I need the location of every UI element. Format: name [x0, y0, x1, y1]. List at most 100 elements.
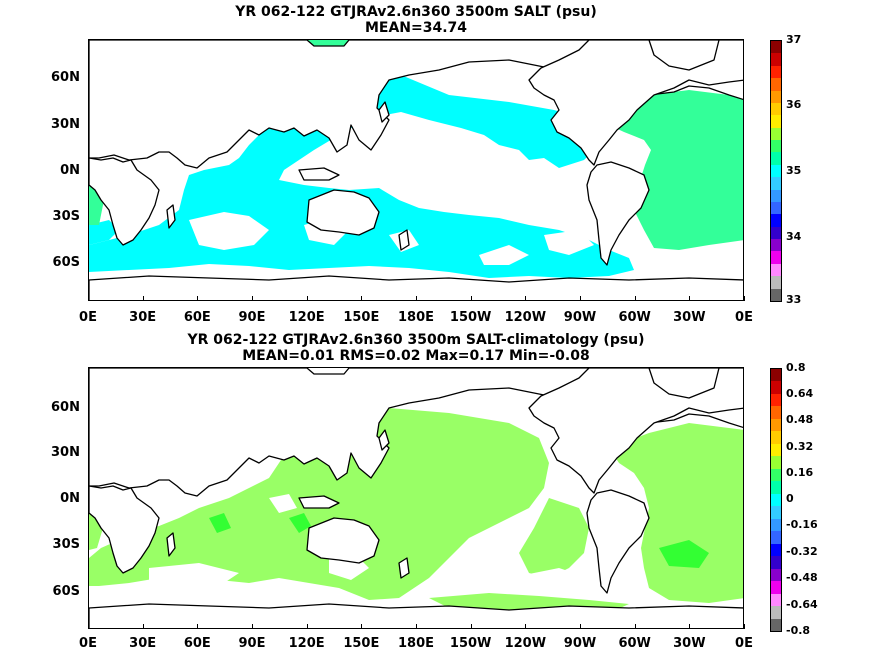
- colorbar-segment: [771, 189, 781, 203]
- salt-map-panel: [88, 39, 744, 301]
- clim-colorbar-label: 0.16: [786, 466, 814, 479]
- colorbar-segment: [771, 543, 781, 557]
- colorbar-segment: [771, 506, 781, 520]
- p1-lon-label: 90W: [563, 310, 597, 325]
- greenland-island: [648, 368, 720, 399]
- salt-map-svg: [89, 40, 743, 300]
- colorbar-segment: [771, 276, 781, 290]
- panel1-title-line2: MEAN=34.74: [364, 20, 468, 36]
- clim-colorbar-label: 0.48: [786, 413, 814, 426]
- colorbar-segment: [771, 406, 781, 420]
- p1-lon-tick: [197, 296, 198, 301]
- p2-lon-tick: [525, 624, 526, 629]
- colorbar-segment: [771, 443, 781, 457]
- south-america-continent: [586, 489, 650, 594]
- clim-colorbar-label: -0.8: [786, 624, 811, 637]
- p2-lon-tick: [88, 624, 89, 629]
- p2-lon-tick: [307, 624, 308, 629]
- colorbar-segment: [771, 481, 781, 495]
- p2-lon-label: 150E: [343, 636, 380, 651]
- p2-lon-label: 180E: [397, 636, 435, 651]
- p1-lon-tick: [252, 296, 253, 301]
- p1-lon-tick: [744, 296, 745, 301]
- colorbar-segment: [771, 418, 781, 432]
- australia-continent: [306, 189, 380, 236]
- ocean-gaps: [149, 468, 589, 590]
- p1-lon-label: 30E: [129, 310, 157, 325]
- salt-colorbar-label: 35: [786, 164, 802, 177]
- p1-lon-tick: [307, 296, 308, 301]
- colorbar-segment: [771, 164, 781, 178]
- clim-colorbar-label: 0: [786, 492, 794, 505]
- salt-climatology-colorbar: [770, 368, 782, 632]
- salt-colorbar-label: 34: [786, 230, 802, 243]
- colorbar-segment: [771, 140, 781, 153]
- indonesia-islands: [298, 167, 340, 181]
- colorbar-segment: [771, 41, 781, 54]
- ocean-gaps: [189, 168, 594, 265]
- p1-lon-tick: [416, 296, 417, 301]
- colorbar-segment: [771, 239, 781, 252]
- colorbar-segment: [771, 431, 781, 445]
- p2-lat-label: 0N: [60, 491, 80, 506]
- colorbar-segment: [771, 90, 781, 104]
- p2-lat-label: 60N: [51, 400, 80, 415]
- p1-lon-label: 60W: [618, 310, 651, 325]
- p2-lon-tick: [252, 624, 253, 629]
- p2-lat-label: 60S: [52, 584, 80, 599]
- p2-lon-tick: [143, 624, 144, 629]
- colorbar-segment: [771, 456, 781, 470]
- new-zealand-island: [398, 557, 410, 579]
- p1-lon-tick: [88, 296, 89, 301]
- clim-colorbar-label: -0.64: [786, 598, 818, 611]
- p1-lon-label: 0E: [735, 310, 753, 325]
- p2-lon-label: 120E: [288, 636, 325, 651]
- p2-lat-label: 30S: [52, 537, 80, 552]
- colorbar-segment: [771, 468, 781, 482]
- p2-lon-label: 90E: [238, 636, 266, 651]
- north-america-continent: [528, 368, 743, 494]
- salt-climatology-map-svg: [89, 368, 743, 628]
- south-america-continent: [586, 161, 650, 266]
- p1-lon-label: 120E: [288, 310, 325, 325]
- p2-lon-label: 30W: [673, 636, 706, 651]
- north-america-continent: [528, 40, 743, 166]
- p1-lon-tick: [471, 296, 472, 301]
- colorbar-segment: [771, 201, 781, 215]
- africa-continent: [89, 157, 160, 246]
- colorbar-segment: [771, 369, 781, 382]
- p1-lon-label: 0E: [79, 310, 97, 325]
- p2-lon-tick: [580, 624, 581, 629]
- colorbar-segment: [771, 618, 781, 632]
- p2-lon-label: 60W: [618, 636, 651, 651]
- p2-lon-label: 90W: [563, 636, 597, 651]
- p2-lon-tick: [744, 624, 745, 629]
- salt-colorbar: [770, 40, 782, 302]
- p2-lon-tick: [635, 624, 636, 629]
- antarctica-continent: [89, 275, 743, 300]
- salt-colorbar-label: 37: [786, 33, 802, 46]
- p2-lat-label: 30N: [51, 445, 80, 460]
- clim-colorbar-label: -0.48: [786, 571, 818, 584]
- p2-lon-tick: [471, 624, 472, 629]
- colorbar-segment: [771, 556, 781, 570]
- p2-lon-label: 30E: [129, 636, 157, 651]
- colorbar-segment: [771, 53, 781, 67]
- p2-lon-tick: [361, 624, 362, 629]
- p1-lon-label: 60E: [183, 310, 211, 325]
- colorbar-segment: [771, 568, 781, 582]
- africa-continent: [89, 485, 160, 574]
- p1-lon-tick: [689, 296, 690, 301]
- p2-lon-label: 60E: [183, 636, 211, 651]
- p1-lat-label: 30S: [52, 209, 80, 224]
- madagascar-island: [166, 532, 176, 557]
- p1-lon-label: 120W: [504, 310, 547, 325]
- colorbar-segment: [771, 214, 781, 228]
- salt-colorbar-label: 33: [786, 293, 802, 306]
- colorbar-segment: [771, 581, 781, 595]
- p1-lat-label: 60S: [52, 255, 80, 270]
- colorbar-segment: [771, 288, 781, 302]
- colorbar-segment: [771, 127, 781, 141]
- greenland-island: [648, 40, 720, 71]
- madagascar-island: [166, 204, 176, 229]
